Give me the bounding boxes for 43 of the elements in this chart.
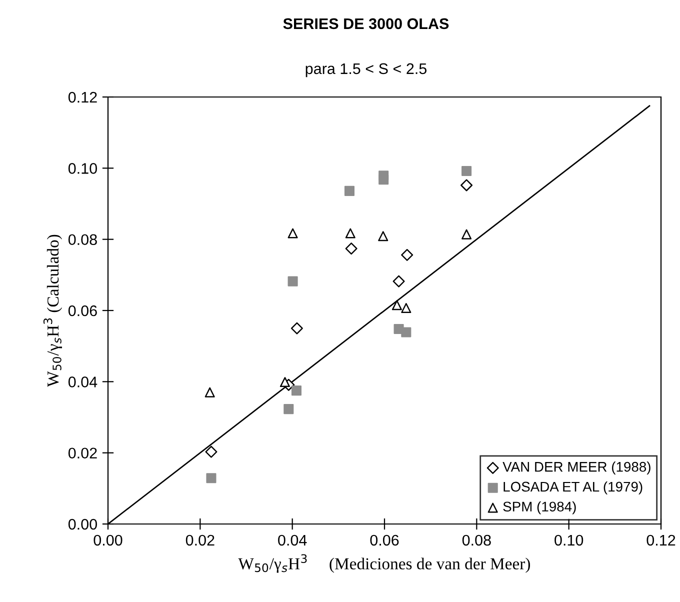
point — [378, 231, 388, 242]
y-tick-label: 0.10 — [68, 163, 97, 174]
point — [288, 276, 298, 286]
point — [280, 377, 290, 388]
y-tick-label: 0.04 — [68, 376, 98, 388]
point — [204, 387, 215, 398]
legend-label: SPM (1984) — [503, 501, 576, 514]
point — [401, 302, 412, 314]
point — [345, 228, 356, 238]
y-tick-label: 0.06 — [68, 305, 97, 316]
point — [378, 174, 389, 185]
y-tick-label: 0.00 — [68, 518, 97, 530]
point — [288, 228, 298, 238]
x-tick-label: 0.10 — [554, 534, 584, 546]
point — [462, 229, 472, 240]
chart-title: SERIES DE 3000 OLAS — [283, 18, 449, 30]
legend-label: VAN DER MEER (1988) — [502, 462, 650, 474]
point — [401, 248, 414, 261]
point — [290, 322, 303, 334]
x-tick-label: 0.02 — [186, 534, 214, 546]
point — [392, 275, 405, 288]
point — [392, 300, 402, 310]
point — [460, 179, 473, 192]
point — [206, 473, 216, 484]
y-axis-title: W$_{50}$/γ$_{s}$H$^{3}$ (Calculado) — [43, 234, 62, 387]
x-tick-label: 0.04 — [278, 534, 307, 546]
chart-subtitle: para 1.5 < S < 2.5 — [306, 63, 427, 78]
y-tick-label: 0.08 — [68, 234, 97, 246]
point — [462, 166, 472, 176]
point — [345, 242, 358, 255]
point — [284, 404, 294, 414]
point — [401, 327, 412, 338]
x-tick-label: 0.12 — [646, 534, 676, 546]
point — [291, 386, 302, 396]
x-tick-label: 0.06 — [370, 534, 399, 546]
point — [205, 446, 218, 458]
point — [344, 186, 354, 196]
legend-label: LOSADA ET AL (1979) — [504, 481, 642, 494]
text: W$_{50}$/γ$_{s}$H$^{3}$ (Mediciones de van der Meer) — [238, 554, 530, 573]
y-tick-label: 0.12 — [68, 92, 97, 103]
x-tick-label: 0.08 — [462, 534, 491, 546]
y-tick-label: 0.02 — [68, 448, 97, 459]
x-tick-label: 0.00 — [94, 534, 122, 546]
